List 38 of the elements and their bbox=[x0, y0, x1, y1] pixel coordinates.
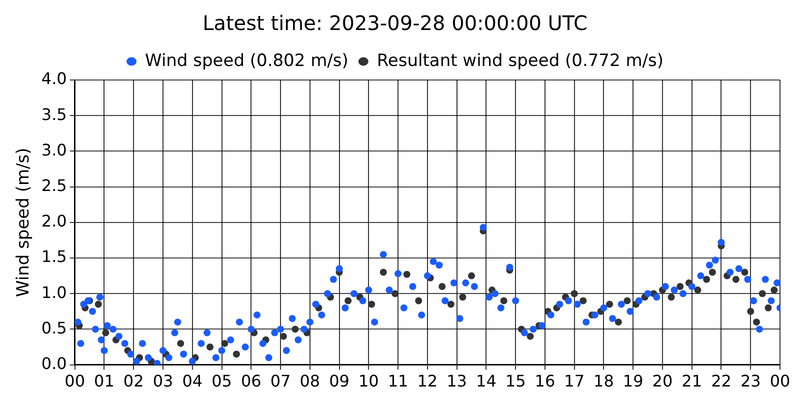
x-tick-label: 19 bbox=[622, 372, 644, 391]
x-tick-label: 00 bbox=[64, 372, 86, 391]
x-tick-label: 00 bbox=[770, 372, 790, 391]
y-tick-label: 2.5 bbox=[41, 176, 67, 195]
x-tick-label: 01 bbox=[94, 372, 114, 391]
y-tick-label: 1.5 bbox=[41, 247, 67, 266]
y-tick-label: 0.0 bbox=[41, 354, 67, 373]
x-tick-label: 03 bbox=[152, 372, 174, 391]
x-tick-label: 21 bbox=[682, 372, 702, 391]
y-tick-label: 1.0 bbox=[41, 282, 67, 302]
x-tick-label: 12 bbox=[417, 372, 438, 391]
x-tick-label: 07 bbox=[270, 372, 291, 391]
legend-label: Resultant wind speed (0.772 m/s) bbox=[376, 50, 664, 71]
x-tick-label: 06 bbox=[240, 372, 262, 391]
y-tick-label: 3.0 bbox=[41, 140, 67, 160]
x-tick-label: 09 bbox=[329, 372, 350, 391]
x-tick-label: 17 bbox=[564, 372, 585, 391]
x-tick-label: 16 bbox=[534, 372, 556, 391]
x-tick-label: 13 bbox=[446, 372, 467, 391]
x-tick-label: 04 bbox=[182, 372, 203, 391]
x-tick-label: 10 bbox=[358, 372, 379, 391]
y-tick-label: 3.5 bbox=[41, 104, 67, 124]
y-axis-title: Wind speed (m/s) bbox=[14, 148, 34, 298]
x-tick-label: 15 bbox=[505, 372, 526, 391]
x-tick-label: 14 bbox=[476, 372, 496, 391]
x-tick-label: 20 bbox=[652, 372, 673, 391]
x-tick-label: 23 bbox=[740, 372, 761, 391]
x-tick-label: 11 bbox=[388, 372, 408, 391]
y-tick-label: 4.0 bbox=[41, 69, 67, 88]
x-tick-label: 18 bbox=[594, 372, 614, 391]
legend-label: Wind speed (0.802 m/s) bbox=[145, 50, 348, 71]
y-tick-label: 2.0 bbox=[41, 212, 67, 231]
y-tick-label: 0.5 bbox=[41, 318, 67, 338]
chart-title: Latest time: 2023-09-28 00:00:00 UTC bbox=[202, 11, 588, 36]
x-tick-label: 02 bbox=[123, 372, 144, 391]
x-tick-label: 05 bbox=[212, 372, 232, 391]
x-tick-label: 08 bbox=[300, 372, 320, 391]
x-tick-label: 22 bbox=[711, 372, 732, 391]
